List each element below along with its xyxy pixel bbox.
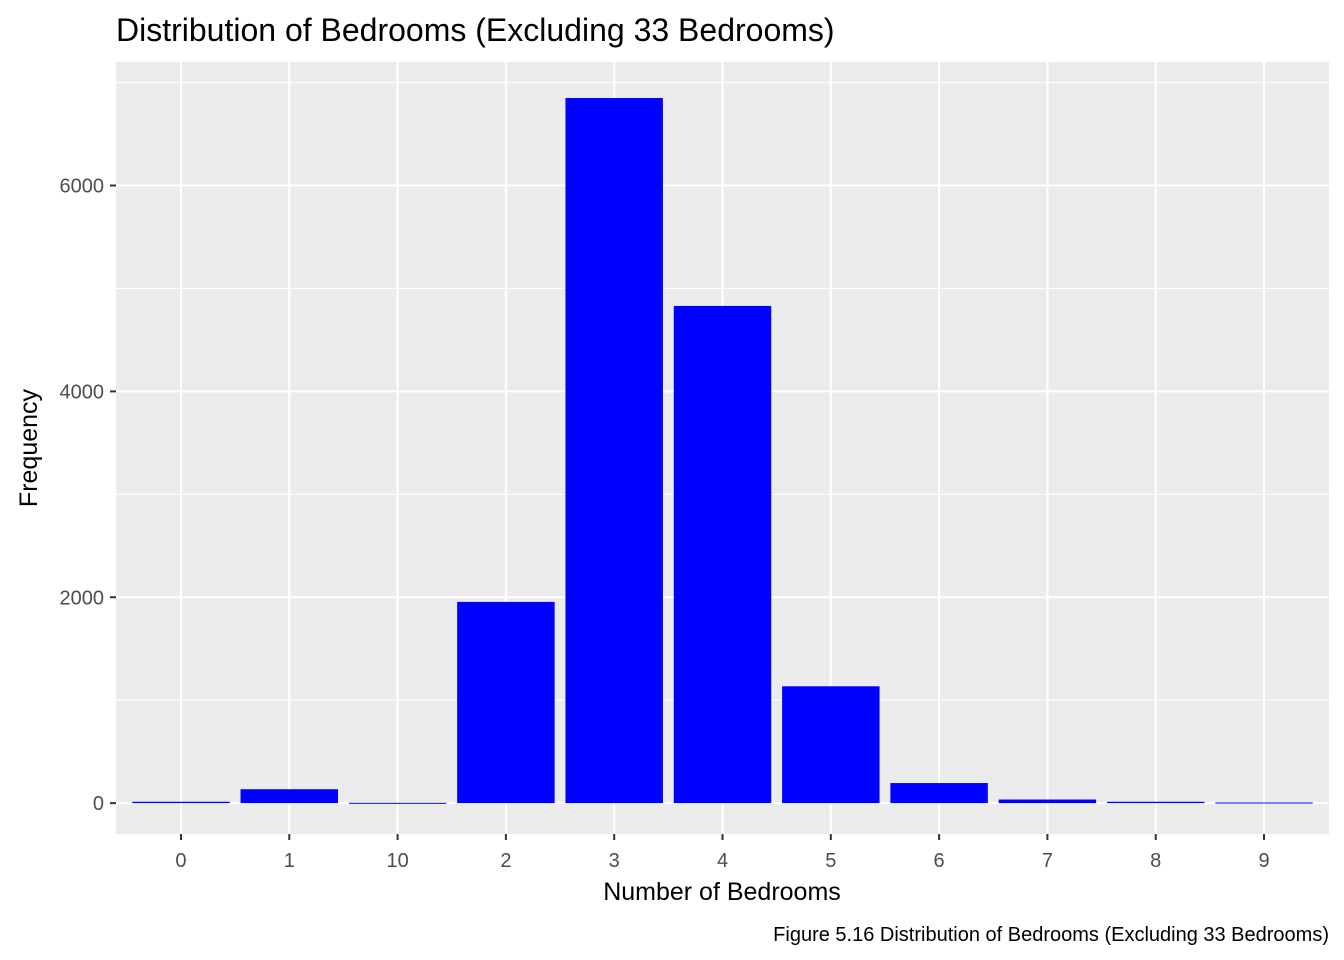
x-tick-label: 1 — [284, 850, 295, 872]
bar-3 — [565, 98, 663, 804]
bar-0 — [132, 801, 230, 804]
figure-caption: Figure 5.16 Distribution of Bedrooms (Ex… — [773, 924, 1329, 946]
y-tick-label: 0 — [93, 793, 104, 815]
bar-5 — [782, 686, 880, 804]
x-tick-label: 8 — [1150, 850, 1161, 872]
x-axis-title: Number of Bedrooms — [603, 878, 841, 906]
x-tick-label: 5 — [825, 850, 836, 872]
x-axis-ticks: 0 1 10 2 3 4 5 6 7 8 9 — [175, 834, 1270, 872]
x-tick-label: 7 — [1042, 850, 1053, 872]
y-tick-label: 6000 — [60, 176, 105, 198]
bar-10 — [348, 802, 447, 804]
y-tick-label: 2000 — [60, 587, 105, 609]
x-tick-label: 10 — [386, 850, 408, 872]
y-tick-label: 4000 — [60, 381, 105, 403]
x-tick-label: 2 — [500, 850, 511, 872]
bar-6 — [890, 783, 988, 804]
bar-1 — [240, 789, 339, 804]
x-tick-label: 4 — [717, 850, 728, 872]
x-tick-label: 6 — [934, 850, 945, 872]
bars — [132, 98, 1313, 804]
x-tick-label: 9 — [1258, 850, 1269, 872]
bar-2 — [457, 601, 555, 804]
x-tick-label: 0 — [175, 850, 186, 872]
y-axis-ticks: 0 2000 4000 6000 — [60, 176, 116, 815]
bar-4 — [673, 305, 772, 804]
x-tick-label: 3 — [609, 850, 620, 872]
y-axis-title: Frequency — [15, 388, 43, 507]
bar-7 — [998, 799, 1097, 804]
bar-8 — [1106, 801, 1205, 804]
chart-title: Distribution of Bedrooms (Excluding 33 B… — [116, 12, 835, 48]
bar-9 — [1215, 802, 1313, 804]
